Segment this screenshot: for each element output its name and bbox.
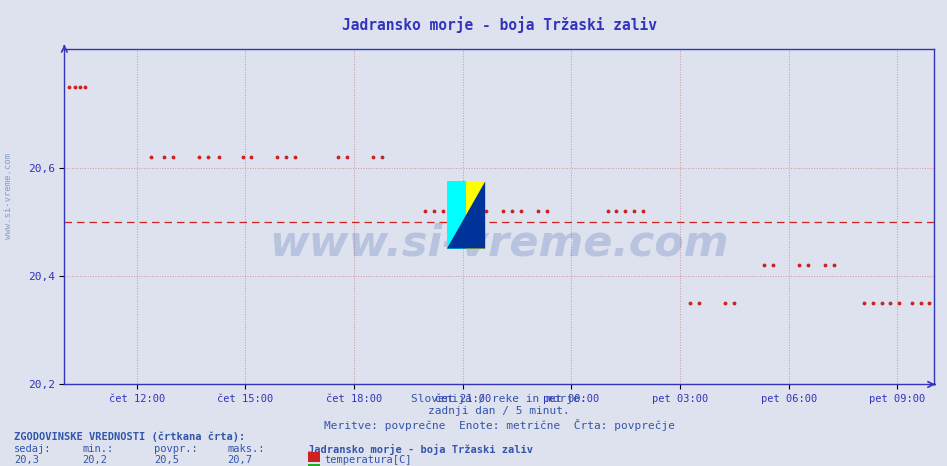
Text: www.si-vreme.com: www.si-vreme.com <box>269 223 729 265</box>
Text: Meritve: povprečne  Enote: metrične  Črta: povprečje: Meritve: povprečne Enote: metrične Črta:… <box>324 419 674 432</box>
Text: sedaj:: sedaj: <box>14 444 52 453</box>
Text: temperatura[C]: temperatura[C] <box>325 455 412 465</box>
Text: www.si-vreme.com: www.si-vreme.com <box>4 153 13 239</box>
Text: Jadransko morje - boja Tržaski zaliv: Jadransko morje - boja Tržaski zaliv <box>342 16 656 33</box>
Polygon shape <box>447 181 485 248</box>
Text: Jadransko morje - boja Tržaski zaliv: Jadransko morje - boja Tržaski zaliv <box>308 444 533 455</box>
Text: zadnji dan / 5 minut.: zadnji dan / 5 minut. <box>428 406 570 416</box>
Text: povpr.:: povpr.: <box>154 444 198 453</box>
Text: 20,2: 20,2 <box>82 455 107 465</box>
Text: 20,3: 20,3 <box>14 455 39 465</box>
Text: 20,7: 20,7 <box>227 455 252 465</box>
Text: min.:: min.: <box>82 444 114 453</box>
Text: 20,5: 20,5 <box>154 455 179 465</box>
Text: Slovenija / reke in morje.: Slovenija / reke in morje. <box>411 394 587 404</box>
FancyBboxPatch shape <box>447 181 485 248</box>
FancyBboxPatch shape <box>447 181 466 248</box>
Text: ZGODOVINSKE VREDNOSTI (črtkana črta):: ZGODOVINSKE VREDNOSTI (črtkana črta): <box>14 432 245 443</box>
Text: maks.:: maks.: <box>227 444 265 453</box>
